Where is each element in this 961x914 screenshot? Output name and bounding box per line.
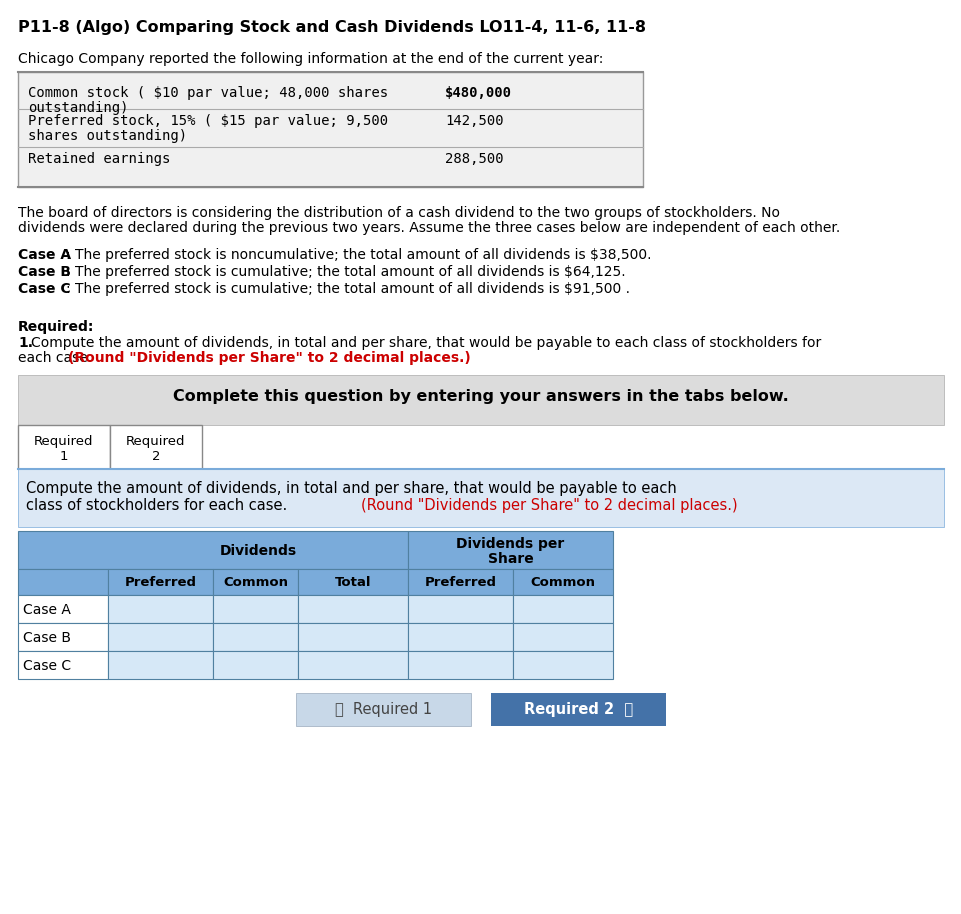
Text: The board of directors is considering the distribution of a cash dividend to the: The board of directors is considering th… [18,206,779,220]
Text: Required: Required [126,435,185,448]
Text: Compute the amount of dividends, in total and per share, that would be payable t: Compute the amount of dividends, in tota… [26,481,676,496]
Text: Preferred stock, 15% ( $15 par value; 9,500: Preferred stock, 15% ( $15 par value; 9,… [28,114,387,128]
Bar [108,595,212,623]
Text: Total: Total [334,576,371,589]
Text: Case B: Case B [18,265,71,279]
Bar [407,623,512,651]
Bar [212,595,298,623]
Text: 142,500: 142,500 [445,114,504,128]
Bar [407,595,512,623]
Text: Compute the amount of dividends, in total and per share, that would be payable t: Compute the amount of dividends, in tota… [31,336,821,350]
Bar [108,651,212,679]
Text: $480,000: $480,000 [445,86,511,100]
Text: Common: Common [223,576,287,589]
Bar [407,531,612,569]
Text: P11-8 (Algo) Comparing Stock and Cash Dividends LO11-4, 11-6, 11-8: P11-8 (Algo) Comparing Stock and Cash Di… [18,20,646,35]
Text: Common stock ( $10 par value; 48,000 shares: Common stock ( $10 par value; 48,000 sha… [28,86,387,100]
Text: outstanding): outstanding) [28,101,129,115]
Bar [18,623,108,651]
Text: 1: 1 [60,450,68,463]
Bar [512,595,612,623]
Text: each case.: each case. [18,351,96,365]
Text: Dividends per: Dividends per [456,537,564,551]
Bar [512,569,612,595]
Bar [490,693,665,726]
Bar [512,651,612,679]
Text: Case C: Case C [18,282,70,296]
Bar [298,595,407,623]
Text: class of stockholders for each case.: class of stockholders for each case. [26,498,291,513]
Text: Preferred: Preferred [424,576,496,589]
Bar [18,531,407,569]
Bar [212,569,298,595]
Bar [18,469,943,527]
Text: : The preferred stock is noncumulative; the total amount of all dividends is $38: : The preferred stock is noncumulative; … [66,248,651,262]
Bar [110,425,202,469]
Text: 〈  Required 1: 〈 Required 1 [334,702,431,717]
Bar [298,651,407,679]
Bar [108,623,212,651]
Text: (Round "Dividends per Share" to 2 decimal places.): (Round "Dividends per Share" to 2 decima… [68,351,470,365]
Text: Case C: Case C [23,659,71,673]
Text: Required 2  〉: Required 2 〉 [524,702,632,717]
Text: Complete this question by entering your answers in the tabs below.: Complete this question by entering your … [173,389,788,404]
Text: Case B: Case B [23,631,71,645]
Text: 288,500: 288,500 [445,152,504,166]
Bar [212,651,298,679]
Text: Required:: Required: [18,320,94,334]
Text: shares outstanding): shares outstanding) [28,129,187,143]
Text: Case A: Case A [18,248,71,262]
Text: : The preferred stock is cumulative; the total amount of all dividends is $64,12: : The preferred stock is cumulative; the… [66,265,625,279]
Text: 2: 2 [152,450,160,463]
Bar [18,72,642,187]
Bar [108,569,212,595]
Bar [18,375,943,425]
Bar [298,623,407,651]
Bar [407,569,512,595]
Text: Case A: Case A [23,603,71,617]
Bar [512,623,612,651]
Bar [18,569,108,595]
Text: (Round "Dividends per Share" to 2 decimal places.): (Round "Dividends per Share" to 2 decima… [360,498,737,513]
Bar [298,569,407,595]
Bar [407,651,512,679]
Text: Share: Share [487,552,532,566]
Text: Retained earnings: Retained earnings [28,152,170,166]
Bar [18,425,110,469]
Text: Common: Common [530,576,595,589]
Text: Required: Required [35,435,93,448]
Text: : The preferred stock is cumulative; the total amount of all dividends is $91,50: : The preferred stock is cumulative; the… [66,282,629,296]
Bar [212,623,298,651]
Bar [18,651,108,679]
Bar [296,693,471,726]
Text: dividends were declared during the previous two years. Assume the three cases be: dividends were declared during the previ… [18,221,839,235]
Text: Dividends: Dividends [219,544,296,558]
Text: Preferred: Preferred [124,576,196,589]
Bar [18,595,108,623]
Text: 1.: 1. [18,336,33,350]
Text: Chicago Company reported the following information at the end of the current yea: Chicago Company reported the following i… [18,52,603,66]
